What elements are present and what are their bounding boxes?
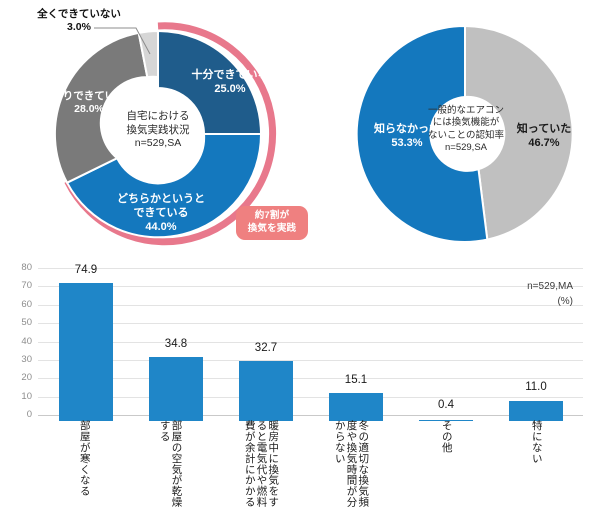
category-label-3: 冬の適切な換気頻 度や換気時間が分 からない [333,420,370,507]
y-tick-40: 40 [21,335,32,347]
center-line-4: n=529,SA [445,142,487,154]
y-tick-60: 60 [21,298,32,310]
label-text: 全くできていない [37,8,121,20]
category-label-0: 部屋が寒くなる [78,420,91,497]
y-axis-labels: 80 70 60 50 40 30 20 10 0 [0,263,32,423]
bar-chart-section: 80 70 60 50 40 30 20 10 0 n=529,MA (%) [0,258,600,507]
y-tick-80: 80 [21,262,32,273]
gridline-60 [38,304,583,306]
label-pct: 44.0% [145,221,177,234]
bar-3[interactable] [329,393,383,421]
category-label-2: 暖房中に換気をす ると電気代や燃料 費が余計にかかる [243,420,280,507]
label-pct: 28.0% [74,103,104,116]
donut-chart-home-ventilation: 十分できている 25.0% どちらかというと できている 44.0% あまりでき… [8,6,308,254]
leader-line-none [94,27,151,55]
label-pct: 53.3% [391,137,423,150]
label-text: 十分できている [191,69,269,81]
bar-value-5: 11.0 [525,381,547,393]
sample-size-note: n=529,MA (%) [527,280,573,309]
center-line-3: n=529,SA [134,137,182,150]
y-tick-10: 10 [21,390,32,402]
gridline-20 [38,378,583,380]
gridline-50 [38,323,583,325]
y-tick-0: 0 [26,409,32,421]
bar-4[interactable] [419,419,473,421]
note-line-1: n=529,MA [527,281,573,292]
gridline-80 [38,268,583,269]
bar-plot-area: n=529,MA (%) 74.9 34.8 32.7 15.1 0.4 11.… [38,264,583,423]
y-tick-70: 70 [21,280,32,292]
donut-left-svg [53,22,277,246]
segment-didnt-know[interactable] [355,24,489,243]
gridline-70 [38,286,583,288]
label-text-2: できている [133,207,189,220]
highlight-arc [64,22,277,246]
category-label-1: 部屋の空気が乾燥 する [158,420,183,507]
donut-chart-aircon-awareness: 知らなかった 53.3% 知っていた 46.7% 一般的なエアコン には換気機能… [350,6,590,254]
center-line-3: ないことの認知率 [428,129,504,141]
donut-right-center-text: 一般的なエアコン には換気機能が ないことの認知率 n=529,SA [412,105,520,154]
gridline-10 [38,396,583,398]
label-text: 知っていた [516,123,572,135]
label-segment-barely: あまりできていない 28.0% [28,90,150,117]
donut-right-segments [355,24,574,243]
category-label-4: その他 [440,420,453,453]
badge-line-1: 約7割が [254,210,290,221]
label-segment-didnt-know: 知らなかった 53.3% [360,122,454,150]
center-line-1: 一般的なエアコン [427,105,504,116]
label-segment-sufficient: 十分できている 25.0% [176,68,284,96]
y-tick-20: 20 [21,372,32,384]
badge-line-2: 換気を実践 [247,222,297,234]
bar-value-3: 15.1 [344,373,368,386]
label-pct: 46.7% [528,137,560,150]
center-line-2: 換気実践状況 [126,123,190,136]
center-line-1: 自宅における [126,110,190,122]
gridline-40 [38,341,583,343]
label-pct: 25.0% [214,83,246,96]
label-segment-somewhat: どちらかというと できている 44.0% [96,192,226,234]
bar-0[interactable] [59,283,113,421]
bar-value-0: 74.9 [74,264,98,276]
bar-1[interactable] [149,357,203,421]
bar-value-2: 32.7 [254,341,278,354]
x-axis-category-labels: 部屋が寒くなる 部屋の空気が乾燥 する 暖房中に換気をす ると電気代や燃料 費が… [38,420,583,507]
bar-2[interactable] [239,360,293,421]
note-line-2: (%) [557,295,573,307]
donut-left-center-text: 自宅における 換気実践状況 n=529,SA [106,110,210,151]
donut-charts-section: 十分できている 25.0% どちらかというと できている 44.0% あまりでき… [8,6,590,254]
label-text: 知らなかった [374,123,440,135]
segment-sufficient[interactable] [157,29,263,135]
highlight-badge: 約7割が 換気を実践 [236,206,308,240]
donut-right-svg [355,24,574,243]
category-label-5: 特にない [530,420,543,464]
bar-value-1: 34.8 [164,337,188,350]
donut-left-segments [53,29,263,239]
label-text: どちらかというと [117,193,205,205]
label-text: あまりできていない [41,90,137,102]
segment-knew[interactable] [464,24,574,241]
x-axis-line [38,415,583,416]
center-line-2: には換気機能が [432,117,500,129]
y-tick-50: 50 [21,317,32,329]
bar-5[interactable] [509,400,563,421]
gridline-30 [38,360,583,361]
label-segment-none: 全くできていない 3.0% [4,8,154,35]
bar-value-4: 0.4 [438,399,454,411]
label-segment-knew: 知っていた 46.7% [500,122,588,150]
y-tick-30: 30 [21,354,32,365]
label-pct: 3.0% [67,21,91,34]
